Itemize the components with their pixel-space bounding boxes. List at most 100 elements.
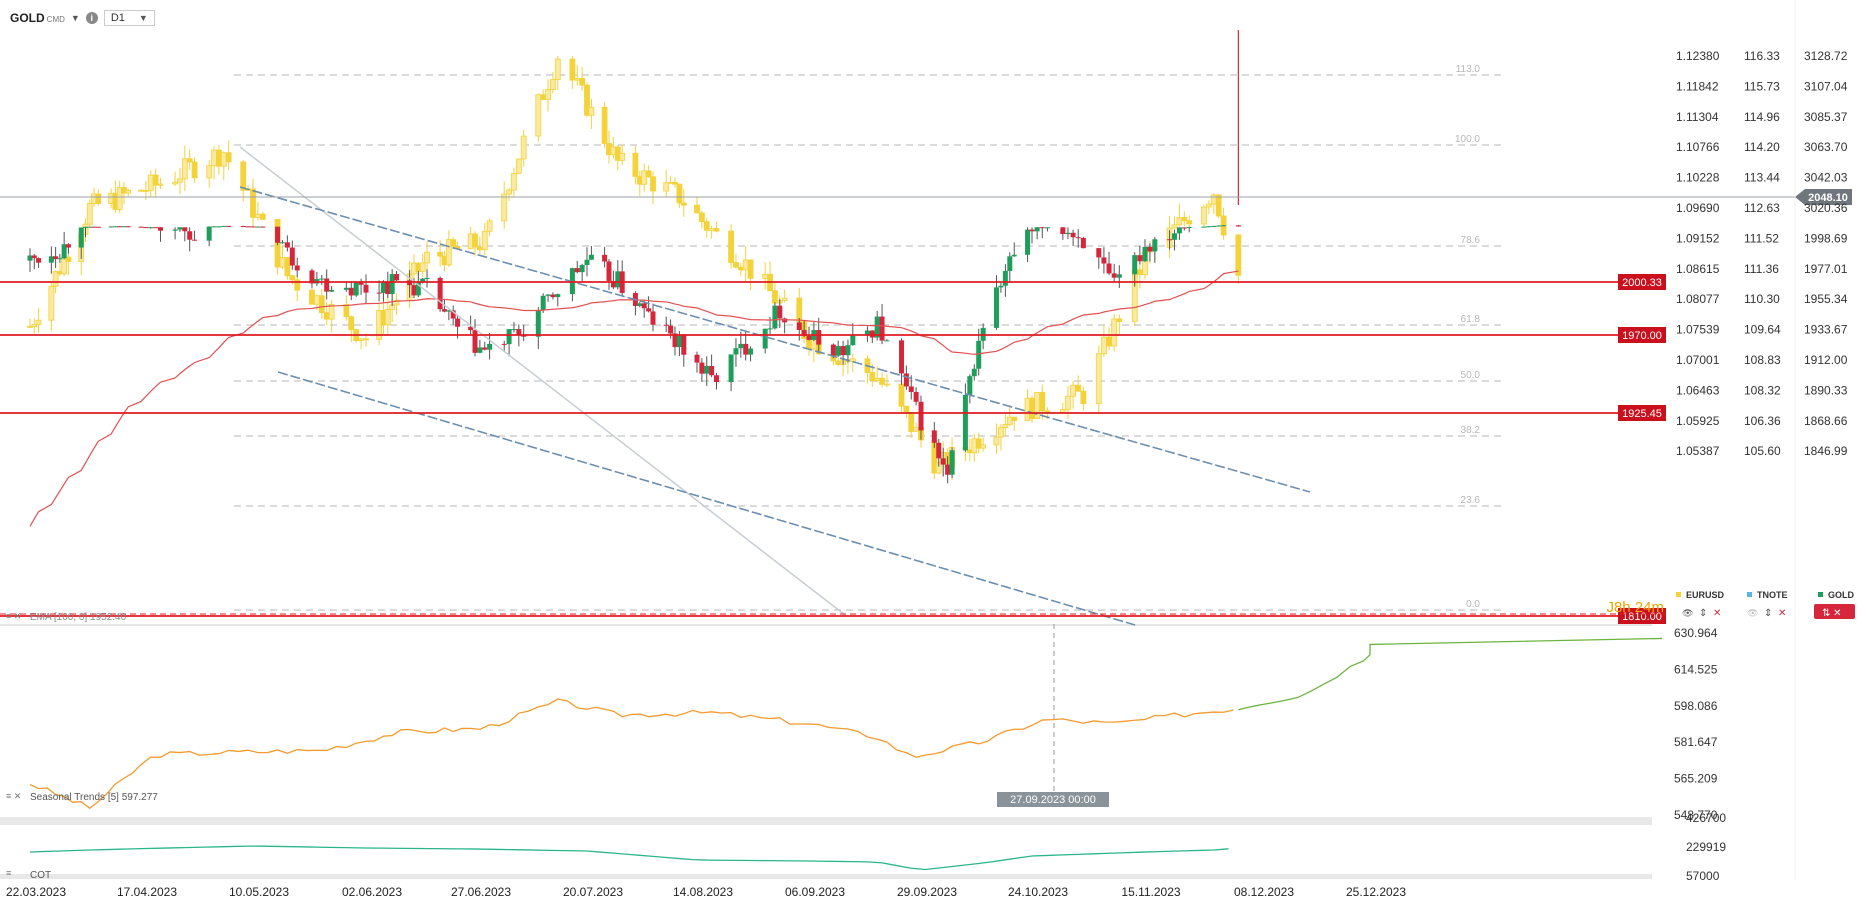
symbol-legend: EURUSD TNOTE GOLD 👁 ⇕ ✕ 👁 ⇕ ✕ ⇅ ✕	[1676, 590, 1855, 619]
gold-candle	[27, 255, 33, 261]
seasonal-axis-tick: 630.964	[1674, 626, 1718, 640]
gold-candle	[555, 294, 561, 298]
gold-candle	[663, 324, 669, 326]
eurusd-candle	[874, 377, 881, 382]
gold-candle	[95, 226, 101, 228]
trend-channel-upper[interactable]	[239, 186, 1311, 493]
gold-axis-tick: 1846.99	[1804, 444, 1848, 458]
gold-series-controls[interactable]	[1814, 604, 1855, 619]
gold-candle	[157, 227, 163, 231]
eurusd-axis-tick: 1.10228	[1676, 171, 1720, 185]
eurusd-candle	[1136, 269, 1143, 276]
current-price-tag	[1795, 189, 1852, 205]
eurusd-candle	[1080, 390, 1087, 405]
gold-candle	[762, 328, 768, 349]
price-level-value: 1970.00	[1622, 330, 1662, 342]
gold-axis-tick: 3128.72	[1804, 49, 1848, 63]
gold-candle	[83, 226, 88, 228]
gold-candle	[61, 244, 67, 259]
gold-candle	[676, 334, 682, 348]
gold-candle	[1206, 226, 1212, 228]
eurusd-candle	[501, 193, 508, 222]
gold-candle	[993, 287, 999, 328]
eurusd-candle	[481, 230, 488, 251]
symbol-selector[interactable]: GOLD CMD	[10, 11, 65, 25]
eurusd-candle	[1070, 384, 1076, 397]
gold-candle	[172, 229, 178, 231]
gold-candle	[506, 329, 512, 345]
price-level-tag	[1618, 274, 1666, 290]
date-axis-tick: 20.07.2023	[563, 885, 623, 899]
gold-candle	[913, 391, 919, 402]
eurusd-candle	[703, 221, 710, 231]
eurusd-candle	[86, 202, 93, 225]
eurusd-candle	[663, 182, 670, 192]
gold-candle	[319, 278, 325, 280]
symbol-type: CMD	[46, 15, 65, 24]
gold-candle	[358, 282, 364, 285]
eurusd-candle	[328, 304, 335, 320]
legend-swatch	[1676, 592, 1681, 597]
gold-candle	[816, 330, 822, 345]
gold-candle	[936, 442, 942, 459]
date-axis-tick: 15.11.2023	[1121, 885, 1180, 899]
gold-candle	[874, 316, 880, 338]
gold-candle	[250, 226, 256, 228]
eurusd-candle	[284, 257, 291, 277]
indicator-menu-icon: ≡ ✕	[6, 791, 21, 801]
gold-candle	[187, 231, 193, 240]
gold-candle	[574, 268, 580, 273]
eurusd-candle	[584, 84, 590, 116]
gold-axis-tick: 1933.67	[1804, 323, 1848, 337]
gold-candle	[353, 282, 359, 296]
eurusd-candle	[515, 158, 522, 174]
crosshair-date-tag	[997, 792, 1109, 807]
tnote-axis-tick: 105.60	[1744, 444, 1781, 458]
gold-candle	[420, 278, 426, 282]
trendlines[interactable]	[239, 146, 1311, 795]
gold-candle	[903, 373, 909, 387]
trend-channel-lower[interactable]	[277, 371, 1136, 626]
tnote-axis-tick: 112.63	[1744, 201, 1780, 215]
eurusd-candle	[142, 189, 149, 192]
remove-icon: ✕	[1778, 608, 1786, 619]
legend-label: GOLD	[1828, 590, 1854, 600]
eurusd-candle	[713, 228, 720, 232]
gold-candle	[1171, 233, 1177, 240]
gold-candle	[806, 335, 812, 340]
date-axis-tick: 02.06.2023	[342, 885, 402, 899]
gold-candle	[637, 303, 643, 306]
seasonal-projection-line	[1238, 637, 1663, 711]
gold-axis-tick: 1890.33	[1804, 383, 1848, 397]
gold-candle	[550, 294, 556, 298]
eurusd-candle	[645, 170, 652, 178]
price-level-value: 2000.33	[1622, 277, 1662, 289]
cot-axis-tick: 229919	[1686, 840, 1726, 854]
eurusd-candle	[1039, 392, 1046, 412]
indicator-menu-icon: ≡	[6, 868, 11, 878]
eurusd-candle	[579, 77, 586, 86]
gold-candle	[1060, 227, 1066, 235]
info-icon[interactable]: i	[85, 12, 98, 24]
eurusd-candle	[186, 158, 193, 163]
eurusd-candle	[437, 251, 444, 257]
gold-candle	[437, 277, 443, 310]
eurusd-candle	[884, 383, 890, 386]
timeframe-select[interactable]: D1 ▼	[103, 10, 155, 26]
date-axis-tick: 14.08.2023	[673, 885, 733, 899]
eurusd-candle	[250, 188, 256, 218]
gold-axis-tick: 1977.01	[1804, 262, 1848, 276]
symbol-dropdown-icon[interactable]: ▼	[70, 13, 80, 23]
eurusd-candle	[1235, 234, 1242, 276]
gold-candle	[343, 287, 349, 290]
trendline-gray[interactable]	[239, 146, 846, 616]
gold-candle	[192, 239, 198, 241]
eurusd-candle	[632, 152, 639, 177]
gold-candle	[1221, 225, 1227, 227]
fibonacci-retracement[interactable]: 113.0 100.0 78.6 61.8 50.0 38.2 23.6 0.0	[234, 64, 1505, 611]
gold-candle	[940, 458, 946, 465]
gold-candle	[1181, 227, 1187, 229]
current-price-value: 2048.10	[1808, 192, 1848, 204]
